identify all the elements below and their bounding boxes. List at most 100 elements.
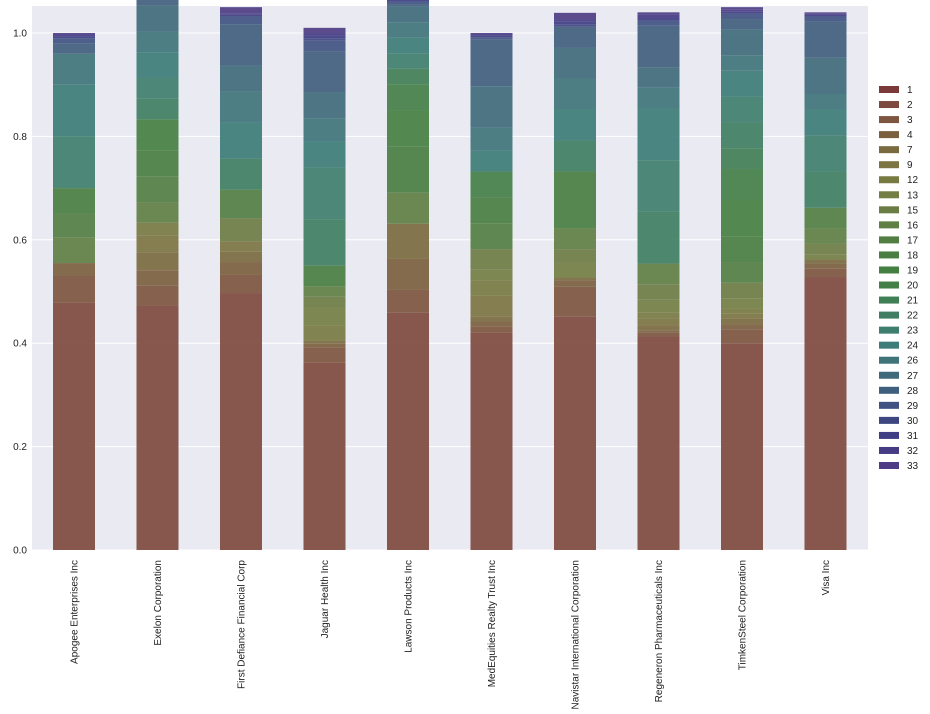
x-tick-label: Visa Inc [821, 560, 832, 595]
legend-item: 23 [879, 326, 919, 337]
legend-label: 4 [907, 130, 913, 141]
legend-label: 30 [907, 416, 919, 427]
bar-segment [804, 13, 847, 15]
bar-segment [303, 340, 346, 344]
legend-swatch [879, 356, 899, 364]
bars [53, 0, 847, 550]
bar-segment [470, 249, 513, 270]
legend-label: 1 [907, 85, 913, 96]
bar-segment [804, 57, 847, 95]
y-tick-label: 0.8 [13, 132, 27, 143]
bar-segment [637, 211, 680, 264]
legend-label: 9 [907, 160, 913, 171]
bar-segment [470, 197, 513, 224]
bar-segment [721, 308, 763, 314]
bar-segment [804, 228, 847, 244]
legend-item: 22 [879, 311, 919, 322]
x-tick-label: Navistar International Corporation [571, 560, 582, 710]
bar-segment [804, 243, 847, 255]
bar-segment [637, 332, 680, 337]
bar-segment [637, 336, 680, 550]
bar-segment [554, 78, 596, 110]
bar-segment [303, 38, 346, 41]
legend-swatch [879, 311, 899, 319]
legend-item: 7 [879, 145, 913, 156]
legend-label: 26 [907, 356, 919, 367]
bar-stack [136, 0, 179, 550]
bar-segment [554, 286, 596, 317]
bar-segment [387, 289, 429, 313]
bar-segment [136, 52, 179, 78]
bar-segment [637, 330, 680, 333]
bar-segment [220, 262, 262, 275]
legend-item: 31 [879, 431, 919, 442]
bar-segment [53, 263, 95, 276]
bar-segment [721, 148, 763, 169]
legend-label: 17 [907, 235, 919, 246]
bar-segment [637, 25, 680, 68]
bar-segment [136, 31, 179, 53]
bar-segment [637, 325, 680, 331]
bar-segment [721, 19, 763, 30]
bar-segment [303, 347, 346, 363]
legend-swatch [879, 266, 899, 274]
bar-segment [303, 141, 346, 168]
bar-stack [53, 33, 95, 550]
legend-swatch [879, 462, 899, 469]
legend-label: 29 [907, 401, 919, 412]
bar-segment [470, 223, 513, 250]
bar-segment [136, 150, 179, 177]
bar-segment [470, 332, 513, 550]
legend-item: 19 [879, 265, 919, 276]
bar-segment [637, 263, 680, 285]
bar-segment [53, 302, 95, 550]
bar-segment [554, 21, 596, 25]
bar-segment [470, 39, 513, 87]
legend-item: 30 [879, 416, 919, 427]
legend-swatch [879, 146, 899, 154]
bar-segment [220, 274, 262, 294]
legend-swatch [879, 326, 899, 334]
bar-segment [220, 16, 262, 25]
bar-segment [721, 343, 763, 550]
legend-swatch [879, 161, 899, 169]
legend-item: 1 [879, 85, 913, 96]
legend-label: 32 [907, 446, 919, 457]
bar-segment [387, 37, 429, 54]
bar-segment [721, 262, 763, 283]
legend-swatch [879, 206, 899, 214]
legend-swatch [879, 341, 899, 349]
x-tick-label: Regeneron Pharmaceuticals Inc [654, 560, 665, 702]
y-tick-label: 0.6 [13, 235, 27, 246]
legend-item: 28 [879, 386, 919, 397]
legend-item: 3 [879, 115, 913, 126]
bar-segment [136, 305, 179, 550]
legend-label: 16 [907, 220, 919, 231]
bar-segment [554, 47, 596, 79]
bar-segment [53, 43, 95, 54]
bar-segment [387, 68, 429, 85]
bar-segment [804, 277, 847, 550]
bar-segment [220, 13, 262, 15]
bar-segment [387, 22, 429, 38]
bar-segment [470, 280, 513, 296]
bar-stack [470, 33, 513, 550]
bar-segment [303, 325, 346, 341]
x-tick-label: Exelon Corporation [153, 560, 164, 646]
bar-segment [804, 12, 847, 14]
bar-segment [554, 316, 596, 550]
bar-segment [136, 98, 179, 120]
bar-segment [804, 109, 847, 136]
legend-swatch [879, 401, 899, 409]
bar-segment [721, 7, 763, 10]
bar-segment [554, 140, 596, 172]
bar-segment [303, 362, 346, 550]
x-tick-label: MedEquities Realty Trust Inc [487, 560, 498, 687]
bar-segment [303, 35, 346, 39]
y-tick-label: 0.0 [13, 546, 27, 557]
bar-segment [470, 33, 513, 35]
bar-segment [303, 219, 346, 266]
bar-segment [554, 277, 596, 281]
bar-segment [53, 36, 95, 39]
bar-segment [303, 265, 346, 287]
